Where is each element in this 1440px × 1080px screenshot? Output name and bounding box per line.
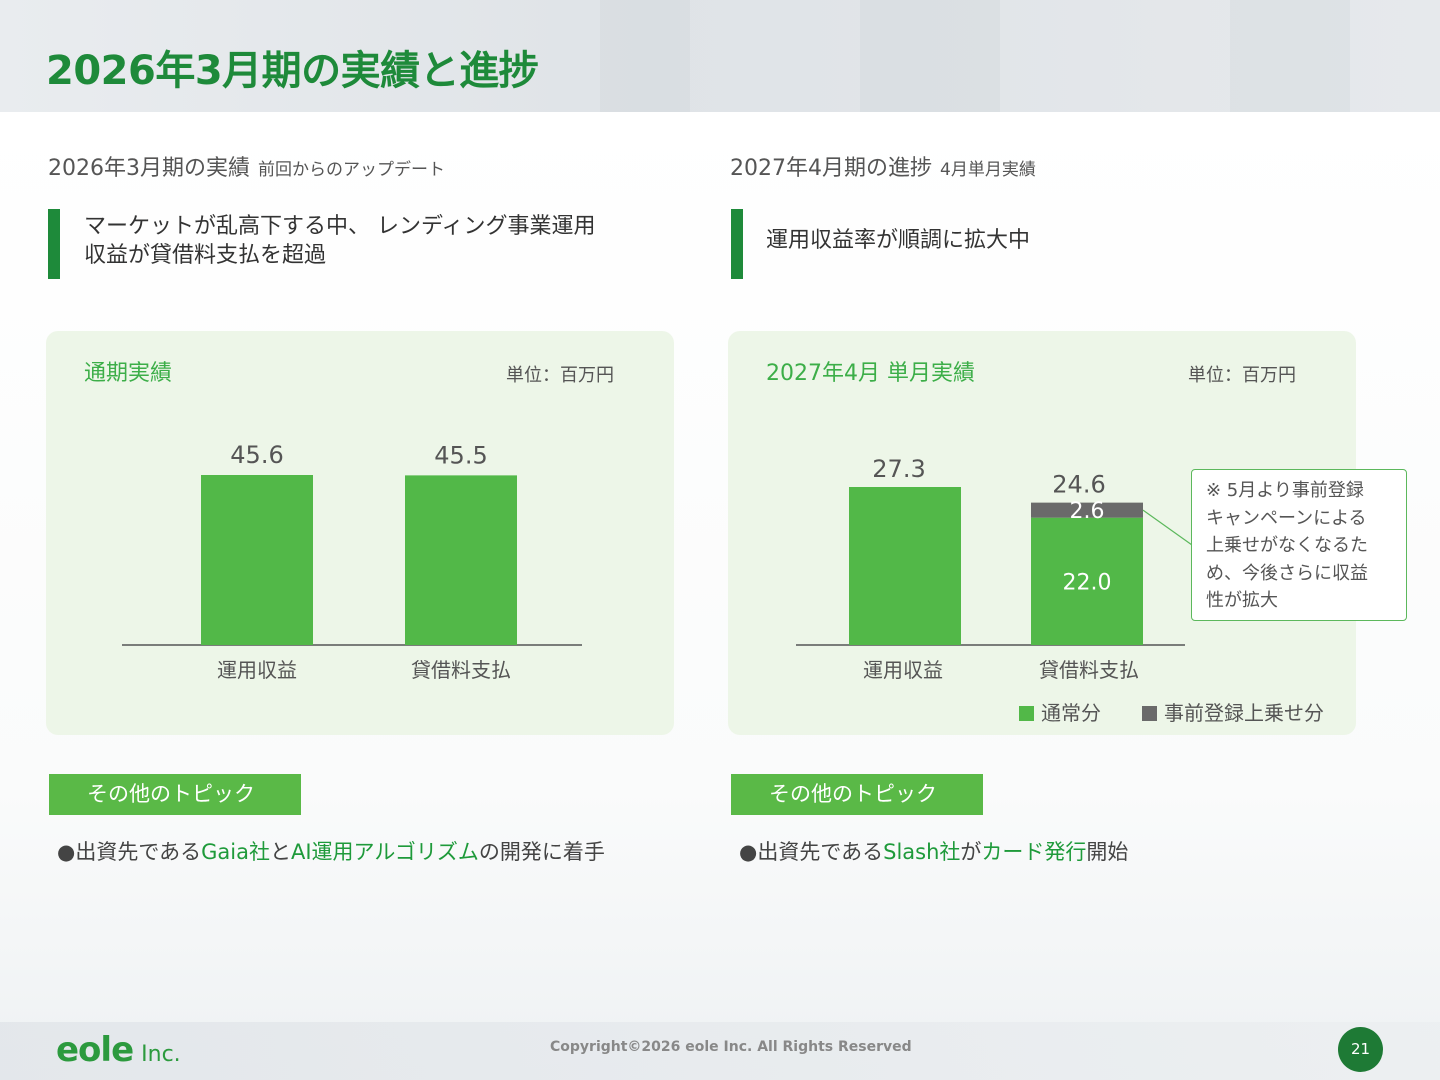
logo-suffix: Inc. bbox=[141, 1042, 181, 1067]
background-building bbox=[600, 0, 690, 112]
bullet-text: の開発に着手 bbox=[478, 840, 605, 864]
legend-extra-label: 事前登録上乗せ分 bbox=[1164, 701, 1324, 725]
note-line: め、今後さらに収益 bbox=[1206, 562, 1368, 584]
page-title: 2026年3月期の実績と進捗 bbox=[46, 48, 539, 94]
bullet-mark: ● bbox=[739, 840, 758, 864]
total-label: 24.6 bbox=[1052, 471, 1105, 499]
bullet-highlight: Gaia社 bbox=[201, 840, 270, 864]
right-section-subtitle: 4月単月実績 bbox=[940, 160, 1036, 180]
left-section-subtitle: 前回からのアップデート bbox=[258, 160, 445, 180]
bar-segment bbox=[1031, 502, 1143, 518]
logo-name: eole bbox=[56, 1030, 134, 1070]
company-logo: eole Inc. bbox=[56, 1030, 181, 1070]
right-chart-title: 2027年4月 単月実績 bbox=[766, 361, 975, 386]
note-line: 性が拡大 bbox=[1206, 590, 1278, 611]
left-headline-line1: マーケットが乱高下する中、 レンディング事業運用 bbox=[84, 214, 596, 239]
segment-label: 2.6 bbox=[1070, 499, 1105, 524]
legend-normal: 通常分 bbox=[1019, 697, 1101, 726]
right-headline: 運用収益率が順調に拡大中 bbox=[766, 228, 1031, 253]
bullet-text: 出資先である bbox=[75, 840, 202, 864]
left-headline-bar bbox=[48, 209, 60, 279]
copyright: Copyright©2026 eole Inc. All Rights Rese… bbox=[550, 1039, 912, 1055]
right-chart-unit: 単位：百万円 bbox=[1188, 365, 1296, 386]
footer-band bbox=[0, 1022, 1440, 1080]
bar-segment bbox=[849, 487, 961, 645]
left-topic-label: その他のトピック bbox=[49, 774, 301, 815]
bullet-text: 出資先である bbox=[757, 840, 884, 864]
legend-extra: 事前登録上乗せ分 bbox=[1142, 697, 1324, 726]
header-band bbox=[0, 0, 1440, 112]
bar bbox=[405, 475, 517, 645]
left-headline-line2: 収益が貸借料支払を超過 bbox=[84, 243, 327, 268]
note-line: ※ 5月より事前登録 bbox=[1206, 480, 1364, 501]
x-tick-label: 貸借料支払 bbox=[411, 658, 511, 682]
left-chart-title: 通期実績 bbox=[84, 361, 173, 386]
left-headline: マーケットが乱高下する中、 レンディング事業運用 収益が貸借料支払を超過 bbox=[84, 212, 595, 270]
right-section-title-text: 2027年4月期の進捗 bbox=[730, 156, 932, 181]
note-line: 上乗せがなくなるた bbox=[1206, 535, 1368, 556]
left-chart-panel: 通期実績 単位：百万円 bbox=[46, 331, 674, 735]
data-label: 45.5 bbox=[434, 441, 487, 469]
data-label: 45.6 bbox=[230, 441, 283, 469]
background-building bbox=[1230, 0, 1350, 112]
total-label: 27.3 bbox=[872, 455, 925, 483]
bar-segment bbox=[1031, 517, 1143, 645]
bullet-text: が bbox=[960, 840, 982, 864]
page-number: 21 bbox=[1338, 1027, 1383, 1072]
right-section-title: 2027年4月期の進捗 4月単月実績 bbox=[730, 150, 1036, 182]
bullet-highlight: カード発行 bbox=[981, 840, 1087, 864]
x-tick-label: 運用収益 bbox=[217, 658, 297, 682]
bar bbox=[201, 475, 313, 645]
background-building bbox=[860, 0, 1000, 112]
bullet-text: 開始 bbox=[1086, 840, 1129, 864]
left-topic-bullet: ●出資先であるGaia社とAI運用アルゴリズムの開発に着手 bbox=[57, 836, 605, 866]
legend-swatch-gray bbox=[1142, 706, 1157, 721]
legend-swatch-green bbox=[1019, 706, 1034, 721]
x-tick-label: 貸借料支払 bbox=[1039, 658, 1139, 682]
right-topic-bullet: ●出資先であるSlash社がカード発行開始 bbox=[739, 836, 1128, 866]
right-headline-bar bbox=[731, 209, 743, 279]
left-section-title-text: 2026年3月期の実績 bbox=[48, 156, 250, 181]
bullet-highlight: Slash社 bbox=[883, 840, 961, 864]
left-section-title: 2026年3月期の実績 前回からのアップデート bbox=[48, 150, 445, 182]
bullet-text: と bbox=[269, 840, 291, 864]
right-topic-label: その他のトピック bbox=[731, 774, 983, 815]
bullet-mark: ● bbox=[57, 840, 76, 864]
callout-connector bbox=[1142, 509, 1193, 546]
bullet-highlight: AI運用アルゴリズム bbox=[290, 840, 479, 864]
x-tick-label: 運用収益 bbox=[863, 658, 943, 682]
left-chart-unit: 単位：百万円 bbox=[506, 365, 614, 386]
note-line: キャンペーンによる bbox=[1206, 507, 1367, 529]
segment-label: 22.0 bbox=[1063, 570, 1112, 595]
legend-normal-label: 通常分 bbox=[1041, 701, 1101, 725]
callout-note: ※ 5月より事前登録 キャンペーンによる 上乗せがなくなるた め、今後さらに収益… bbox=[1191, 469, 1407, 621]
